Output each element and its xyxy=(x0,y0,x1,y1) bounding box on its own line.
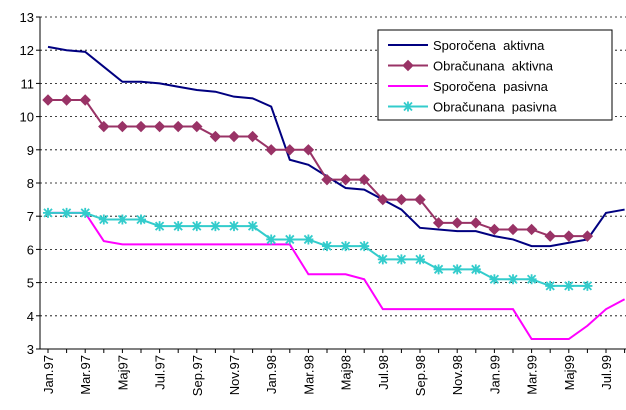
y-tick-label: 10 xyxy=(20,110,34,125)
legend-label: Obračunana pasivna xyxy=(433,100,557,115)
point xyxy=(563,230,575,242)
x-tick-label: Jul.98 xyxy=(376,355,391,390)
legend-label: Sporočena aktivna xyxy=(433,38,545,53)
point xyxy=(322,241,332,252)
y-tick-label: 8 xyxy=(27,176,34,191)
point xyxy=(284,234,295,245)
x-tick-label: Jul.97 xyxy=(153,355,168,390)
y-tick-label: 9 xyxy=(27,143,34,158)
point xyxy=(433,264,444,275)
point xyxy=(266,234,277,245)
point xyxy=(228,130,240,143)
point xyxy=(359,241,370,252)
point xyxy=(403,101,413,112)
y-tick-label: 4 xyxy=(27,309,34,324)
point xyxy=(414,193,426,206)
point xyxy=(581,230,594,242)
point xyxy=(451,217,463,229)
point xyxy=(247,221,258,232)
x-tick-label: Maj99 xyxy=(562,355,577,390)
x-tick-label: Maj98 xyxy=(339,355,354,390)
x-tick-label: Mar.97 xyxy=(78,355,93,395)
point xyxy=(358,173,370,186)
point xyxy=(153,120,166,133)
point xyxy=(488,223,501,236)
x-tick-label: Nov.97 xyxy=(227,355,242,395)
point xyxy=(339,173,352,186)
y-tick-label: 7 xyxy=(27,209,34,224)
x-tick-label: Mar.99 xyxy=(525,355,540,395)
point xyxy=(526,274,537,285)
point xyxy=(302,144,315,156)
point xyxy=(246,130,259,143)
y-tick-label: 12 xyxy=(20,43,34,58)
point xyxy=(135,120,147,133)
x-tick-label: Jan.97 xyxy=(41,355,56,394)
point xyxy=(396,254,407,265)
point xyxy=(191,120,203,133)
point xyxy=(116,120,129,133)
point xyxy=(173,221,184,232)
x-tick-label: Jan.98 xyxy=(264,355,279,394)
point xyxy=(402,59,414,72)
point xyxy=(395,193,408,206)
point xyxy=(489,274,500,285)
point xyxy=(42,94,54,106)
point xyxy=(60,94,73,106)
y-tick-label: 11 xyxy=(21,76,35,91)
x-tick-label: Jan.99 xyxy=(487,355,502,394)
point xyxy=(525,223,538,236)
series-line xyxy=(47,45,625,248)
point xyxy=(98,120,110,133)
point xyxy=(507,223,519,236)
point xyxy=(340,241,351,252)
point xyxy=(377,254,388,265)
x-tick-label: Maj97 xyxy=(115,355,130,390)
point xyxy=(582,280,593,291)
y-tick-label: 13 xyxy=(20,10,34,25)
x-tick-label: Sep.98 xyxy=(413,355,428,396)
point xyxy=(452,264,463,275)
point xyxy=(209,130,222,143)
point xyxy=(563,280,574,291)
point xyxy=(432,217,445,229)
point xyxy=(470,264,481,275)
point xyxy=(210,221,221,232)
point xyxy=(172,120,184,133)
point xyxy=(265,144,277,156)
y-tick-label: 3 xyxy=(27,342,34,357)
series-line xyxy=(48,211,626,341)
point xyxy=(321,173,333,186)
point xyxy=(117,214,128,225)
point xyxy=(79,94,91,106)
y-tick-label: 5 xyxy=(27,276,34,291)
legend-label: Sporočena pasivna xyxy=(433,79,549,94)
point xyxy=(545,280,556,291)
point xyxy=(508,274,518,285)
point xyxy=(377,193,389,206)
point xyxy=(284,144,296,156)
point xyxy=(303,234,314,245)
point xyxy=(98,214,109,225)
x-tick-label: Mar.98 xyxy=(301,355,316,395)
legend-label: Obračunana aktivna xyxy=(433,59,554,74)
x-tick-label: Jul.99 xyxy=(599,355,614,390)
point xyxy=(191,221,202,232)
point xyxy=(136,214,146,225)
point xyxy=(415,254,425,265)
point xyxy=(154,221,165,232)
x-tick-label: Nov.98 xyxy=(450,355,465,395)
point xyxy=(61,207,72,218)
point xyxy=(43,207,53,218)
point xyxy=(229,221,239,232)
point xyxy=(80,207,91,218)
x-tick-label: Sep.97 xyxy=(190,355,205,396)
point xyxy=(544,230,556,242)
y-tick-label: 6 xyxy=(27,242,34,257)
point xyxy=(470,217,482,229)
